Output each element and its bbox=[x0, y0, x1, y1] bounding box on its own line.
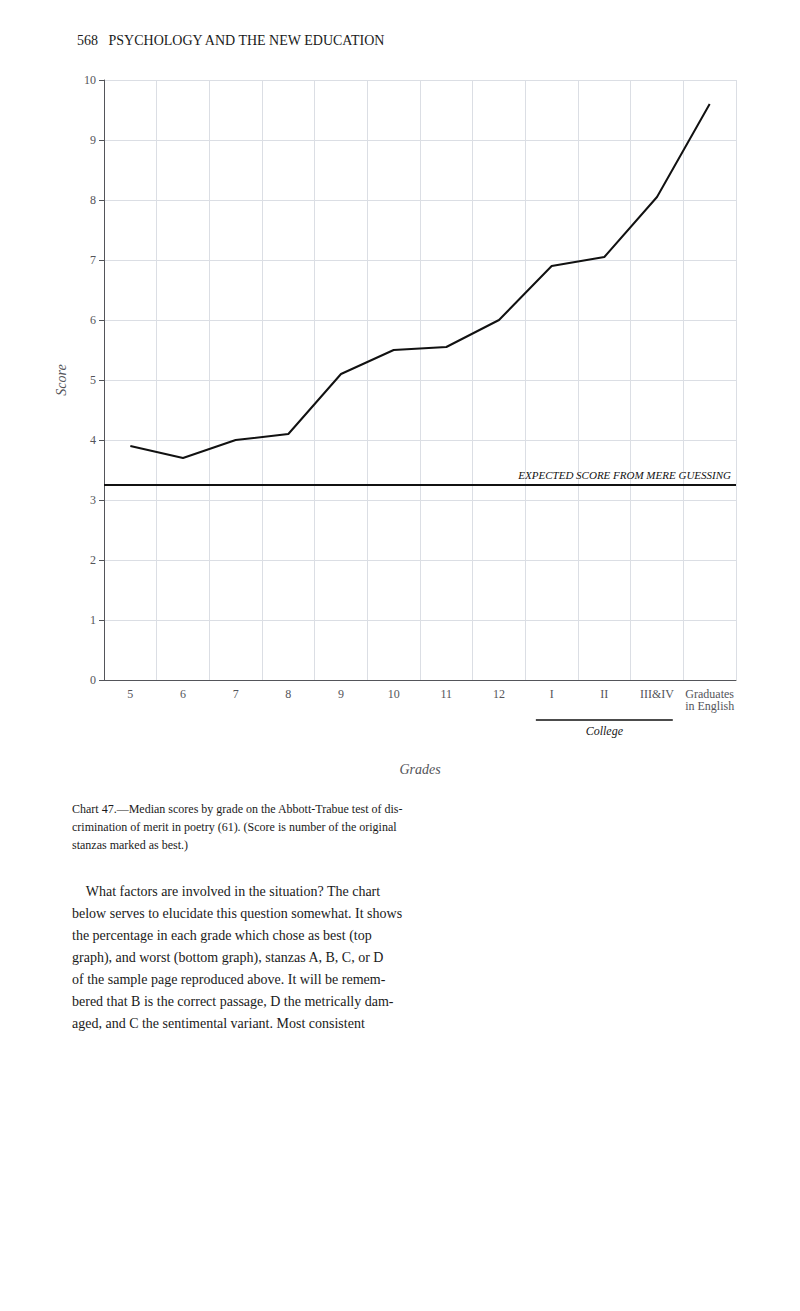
svg-text:2: 2 bbox=[90, 553, 96, 567]
svg-text:Grades: Grades bbox=[399, 762, 441, 777]
svg-text:7: 7 bbox=[90, 253, 96, 267]
svg-text:below serves to elucidate this: below serves to elucidate this question … bbox=[72, 906, 402, 921]
svg-text:10: 10 bbox=[388, 687, 400, 701]
svg-text:10: 10 bbox=[84, 73, 96, 87]
svg-text:EXPECTED SCORE FROM MERE GUESS: EXPECTED SCORE FROM MERE GUESSING bbox=[517, 469, 731, 481]
svg-text:the percentage in each grade w: the percentage in each grade which chose… bbox=[72, 928, 372, 944]
svg-text:6: 6 bbox=[90, 313, 96, 327]
svg-text:0: 0 bbox=[90, 673, 96, 687]
svg-text:aged, and C the sentimental va: aged, and C the sentimental variant. Mos… bbox=[72, 1016, 365, 1031]
svg-text:5: 5 bbox=[90, 373, 96, 387]
svg-text:11: 11 bbox=[441, 687, 453, 701]
svg-text:bered that B is the correct pa: bered that B is the correct passage, D t… bbox=[72, 994, 394, 1009]
svg-text:College: College bbox=[586, 724, 624, 738]
svg-text:3: 3 bbox=[90, 493, 96, 507]
svg-text:in English: in English bbox=[685, 699, 734, 713]
svg-text:8: 8 bbox=[90, 193, 96, 207]
svg-text:6: 6 bbox=[180, 687, 186, 701]
svg-text:II: II bbox=[600, 687, 608, 701]
svg-text:Graduates: Graduates bbox=[685, 687, 734, 701]
svg-text:of the sample page reproduced: of the sample page reproduced above. It … bbox=[72, 972, 386, 987]
svg-text:III&IV: III&IV bbox=[640, 687, 674, 701]
svg-text:9: 9 bbox=[338, 687, 344, 701]
svg-text:Score: Score bbox=[54, 364, 69, 395]
svg-text:graph), and worst (bottom grap: graph), and worst (bottom graph), stanza… bbox=[72, 950, 383, 966]
svg-text:9: 9 bbox=[90, 133, 96, 147]
svg-text:I: I bbox=[550, 687, 554, 701]
svg-text:Chart 47.—Median scores by gra: Chart 47.—Median scores by grade on the … bbox=[72, 802, 403, 816]
svg-text:crimination of merit in poetry: crimination of merit in poetry (61). (Sc… bbox=[72, 820, 397, 834]
svg-text:7: 7 bbox=[233, 687, 239, 701]
svg-text:What factors are involved in t: What factors are involved in the situati… bbox=[72, 884, 380, 899]
svg-text:8: 8 bbox=[285, 687, 291, 701]
svg-text:1: 1 bbox=[90, 613, 96, 627]
svg-text:568 PSYCHOLOGY AND THE NEW E: 568 PSYCHOLOGY AND THE NEW EDUCATION bbox=[77, 33, 384, 48]
svg-text:stanzas marked as best.): stanzas marked as best.) bbox=[72, 838, 188, 852]
svg-text:5: 5 bbox=[127, 687, 133, 701]
svg-text:12: 12 bbox=[493, 687, 505, 701]
svg-text:4: 4 bbox=[90, 433, 96, 447]
